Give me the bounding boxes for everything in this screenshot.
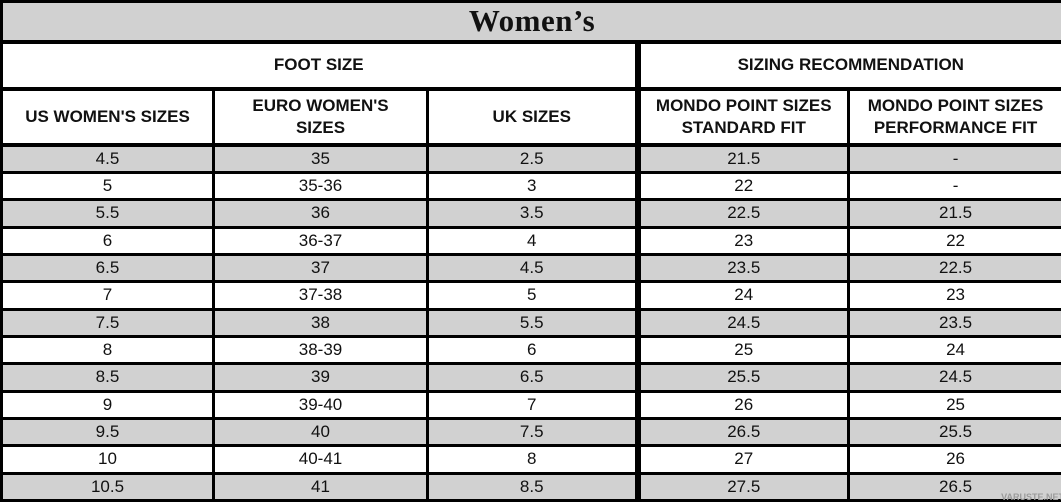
size-cell: 8.5 bbox=[426, 471, 639, 502]
chart-title: Women’s bbox=[0, 0, 1061, 44]
size-cell: 26.5 bbox=[634, 416, 850, 448]
title-row: Women’s bbox=[0, 0, 1061, 44]
size-cell: 25 bbox=[846, 389, 1061, 420]
size-cell: 21.5 bbox=[846, 198, 1061, 229]
size-cell: 27.5 bbox=[634, 471, 850, 502]
size-cell: 36 bbox=[212, 198, 429, 229]
size-cell: 40-41 bbox=[212, 444, 429, 475]
table-row: 7 37-38 5 24 23 bbox=[0, 280, 1061, 311]
section-header-row: FOOT SIZE SIZING RECOMMENDATION bbox=[0, 40, 1061, 91]
size-cell: 7.5 bbox=[0, 307, 215, 338]
size-rows: 4.5 35 2.5 21.5-5 35-36 3 22-5.5 36 3.5 22.5 21.5 6… bbox=[0, 143, 1061, 502]
table-row: 6.5 37 4.5 23.5 22.5 bbox=[0, 252, 1061, 284]
size-cell: 2.5 bbox=[426, 143, 639, 174]
table-row: 4.5 35 2.5 21.5- bbox=[0, 143, 1061, 174]
size-cell: 25.5 bbox=[846, 416, 1061, 448]
size-cell: 26 bbox=[634, 389, 850, 420]
size-cell: 38-39 bbox=[212, 334, 429, 366]
size-cell: 37 bbox=[212, 252, 429, 284]
size-cell: 41 bbox=[212, 471, 429, 502]
size-cell: 24 bbox=[846, 334, 1061, 366]
table-row: 8.5 39 6.5 25.5 24.5 bbox=[0, 362, 1061, 393]
size-cell: 23 bbox=[634, 225, 850, 256]
size-cell: 23.5 bbox=[634, 252, 850, 284]
size-cell: 6 bbox=[0, 225, 215, 256]
size-cell: 24 bbox=[634, 280, 850, 311]
size-cell: 40 bbox=[212, 416, 429, 448]
size-cell: 26 bbox=[846, 444, 1061, 475]
table-row: 6 36-37 4 23 22 bbox=[0, 225, 1061, 256]
size-cell: 37-38 bbox=[212, 280, 429, 311]
size-cell: - bbox=[846, 143, 1061, 174]
table-row: 5 35-36 3 22- bbox=[0, 170, 1061, 202]
size-cell: 3 bbox=[426, 170, 639, 202]
table-row: 10.5 41 8.5 27.5 26.5 bbox=[0, 471, 1061, 502]
table-row: 8 38-39 6 25 24 bbox=[0, 334, 1061, 366]
size-cell: 3.5 bbox=[426, 198, 639, 229]
size-cell: 23.5 bbox=[846, 307, 1061, 338]
size-cell: 6.5 bbox=[426, 362, 639, 393]
size-cell: 8 bbox=[0, 334, 215, 366]
size-cell: 5.5 bbox=[426, 307, 639, 338]
size-cell: 8.5 bbox=[0, 362, 215, 393]
size-cell: 38 bbox=[212, 307, 429, 338]
size-cell: 26.5 bbox=[846, 471, 1061, 502]
size-cell: 35-36 bbox=[212, 170, 429, 202]
table-row: 10 40-41 8 27 26 bbox=[0, 444, 1061, 475]
table-row: 7.5 38 5.5 24.5 23.5 bbox=[0, 307, 1061, 338]
size-cell: 5 bbox=[426, 280, 639, 311]
size-cell: 9.5 bbox=[0, 416, 215, 448]
size-cell: 7.5 bbox=[426, 416, 639, 448]
size-cell: 24.5 bbox=[634, 307, 850, 338]
size-cell: 4.5 bbox=[0, 143, 215, 174]
size-cell: 10 bbox=[0, 444, 215, 475]
size-cell: 8 bbox=[426, 444, 639, 475]
size-cell: 22.5 bbox=[634, 198, 850, 229]
size-cell: 36-37 bbox=[212, 225, 429, 256]
size-cell: 4 bbox=[426, 225, 639, 256]
size-cell: 39-40 bbox=[212, 389, 429, 420]
col-header-mondo-standard-fit: MONDO POINT SIZES STANDARD FIT bbox=[634, 87, 850, 147]
size-cell: 27 bbox=[634, 444, 850, 475]
size-cell: 22 bbox=[846, 225, 1061, 256]
section-foot-size: FOOT SIZE bbox=[0, 40, 639, 91]
size-cell: - bbox=[846, 170, 1061, 202]
section-sizing-recommendation: SIZING RECOMMENDATION bbox=[634, 40, 1061, 91]
size-cell: 7 bbox=[0, 280, 215, 311]
table-row: 5.5 36 3.5 22.5 21.5 bbox=[0, 198, 1061, 229]
size-cell: 5.5 bbox=[0, 198, 215, 229]
size-cell: 6 bbox=[426, 334, 639, 366]
size-cell: 4.5 bbox=[426, 252, 639, 284]
watermark: VARUSTE.NET bbox=[1001, 492, 1061, 502]
size-cell: 25 bbox=[634, 334, 850, 366]
col-header-us-womens-sizes: US WOMEN'S SIZES bbox=[0, 87, 215, 147]
column-header-row: US WOMEN'S SIZES EURO WOMEN'S SIZES UK S… bbox=[0, 87, 1061, 147]
size-cell: 22 bbox=[634, 170, 850, 202]
size-cell: 5 bbox=[0, 170, 215, 202]
size-cell: 21.5 bbox=[634, 143, 850, 174]
col-header-mondo-performance-fit: MONDO POINT SIZES PERFORMANCE FIT bbox=[846, 87, 1061, 147]
size-cell: 6.5 bbox=[0, 252, 215, 284]
size-cell: 25.5 bbox=[634, 362, 850, 393]
col-header-uk-sizes: UK SIZES bbox=[426, 87, 639, 147]
table-row: 9 39-40 7 26 25 bbox=[0, 389, 1061, 420]
table-row: 9.5 40 7.5 26.5 25.5 bbox=[0, 416, 1061, 448]
size-cell: 10.5 bbox=[0, 471, 215, 502]
size-cell: 39 bbox=[212, 362, 429, 393]
size-cell: 24.5 bbox=[846, 362, 1061, 393]
size-cell: 7 bbox=[426, 389, 639, 420]
size-cell: 35 bbox=[212, 143, 429, 174]
size-cell: 23 bbox=[846, 280, 1061, 311]
size-cell: 22.5 bbox=[846, 252, 1061, 284]
size-cell: 9 bbox=[0, 389, 215, 420]
col-header-euro-womens-sizes: EURO WOMEN'S SIZES bbox=[212, 87, 429, 147]
